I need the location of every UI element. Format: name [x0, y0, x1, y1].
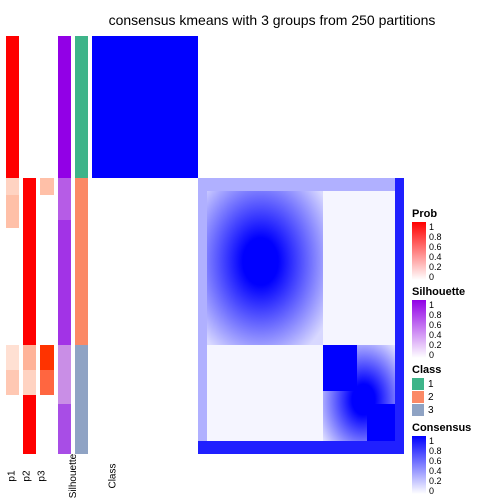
legend-cons-title: Consensus: [412, 422, 500, 434]
track-labels: p1 p2 p3 Silhouette Class: [6, 456, 88, 496]
legend-prob-ticks: 10.80.60.40.20: [429, 222, 442, 280]
legend-cons-ticks: 10.80.60.40.20: [429, 436, 442, 494]
legend-silhouette: Silhouette 10.80.60.40.20: [412, 286, 500, 358]
track-p1: [6, 36, 19, 454]
legend-prob: Prob 10.80.60.40.20: [412, 208, 500, 280]
plot-area: [6, 36, 404, 454]
plot-title: consensus kmeans with 3 groups from 250 …: [0, 0, 504, 28]
track-p3: [40, 36, 53, 454]
legend-sil-ticks: 10.80.60.40.20: [429, 300, 442, 358]
track-class: [75, 36, 88, 454]
annotation-tracks: [6, 36, 88, 454]
legend-sil-bar: [412, 300, 426, 358]
legend-class-title: Class: [412, 364, 500, 376]
legend-cons-bar: [412, 436, 426, 494]
legend-class: Class 123: [412, 364, 500, 416]
label-class: Class: [92, 463, 132, 488]
legend-consensus: Consensus 10.80.60.40.20: [412, 422, 500, 494]
track-silhouette: [58, 36, 71, 454]
consensus-heatmap: [92, 36, 404, 454]
legend-prob-title: Prob: [412, 208, 500, 220]
label-silhouette: Silhouette: [54, 454, 94, 498]
legend-sil-title: Silhouette: [412, 286, 500, 298]
legends: Prob 10.80.60.40.20 Silhouette 10.80.60.…: [412, 208, 500, 500]
legend-prob-bar: [412, 222, 426, 280]
legend-class-items: 123: [412, 378, 500, 416]
track-p2: [23, 36, 36, 454]
